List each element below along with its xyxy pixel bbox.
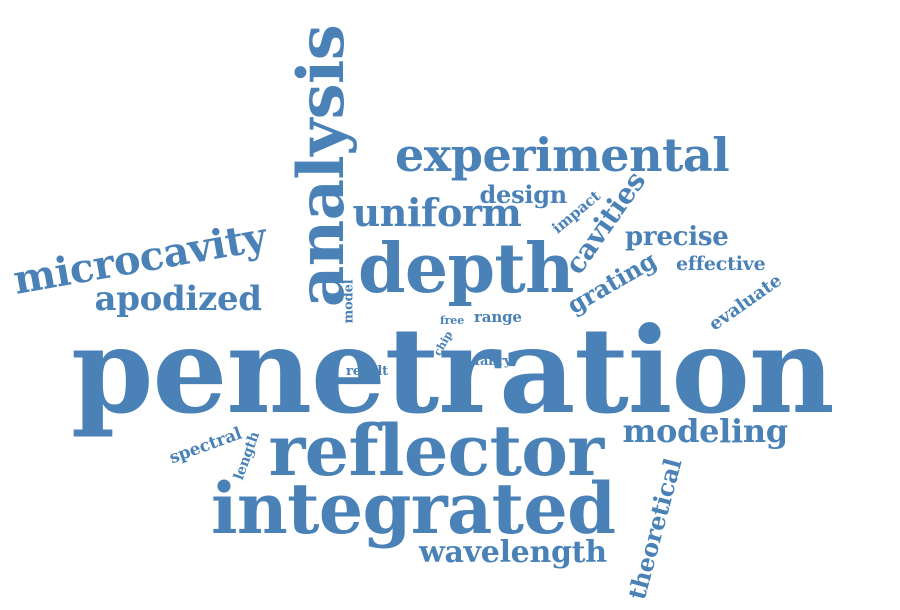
word-effective: effective: [676, 252, 766, 275]
word-free: free: [440, 313, 465, 327]
word-range: range: [474, 307, 522, 326]
word-design: design: [479, 180, 568, 209]
word-uniform: uniform: [352, 190, 522, 235]
word-penetration: penetration: [71, 301, 835, 440]
word-depth: depth: [358, 229, 574, 309]
word-model: model: [341, 278, 357, 324]
word-analysis: analysis: [284, 24, 360, 308]
word-precise: precise: [625, 222, 729, 252]
word-theoretical: theoretical: [621, 455, 688, 603]
word-result: result: [346, 363, 389, 379]
word-fabry: fabry: [474, 353, 512, 369]
word-integrated: integrated: [211, 467, 616, 550]
word-apodized: apodized: [94, 279, 263, 319]
word-wavelength: wavelength: [419, 535, 607, 570]
word-experimental: experimental: [395, 128, 730, 182]
word-reflector: reflector: [268, 409, 605, 492]
word-modeling: modeling: [622, 412, 789, 450]
